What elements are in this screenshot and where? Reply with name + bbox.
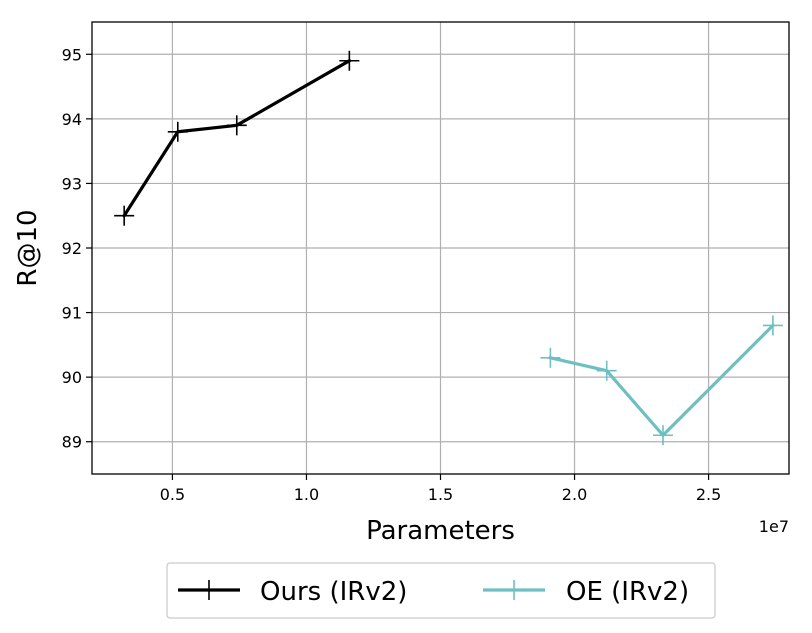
legend-entry: OE (IRv2) (483, 577, 689, 607)
series-line-0 (121, 58, 352, 218)
y-tick-label: 91 (62, 304, 82, 323)
x-axis-offset-label: 1e7 (759, 517, 789, 536)
legend: Ours (IRv2) OE (IRv2) (166, 562, 716, 619)
legend-label: Ours (IRv2) (260, 577, 407, 607)
axis-ticks: 0.5 1.0 1.5 2.0 2.5 89 90 91 92 93 94 95 (62, 45, 722, 504)
x-axis-label: Parameters (366, 516, 515, 546)
y-tick-label: 89 (62, 433, 82, 452)
series-lines (114, 50, 783, 446)
y-tick-label: 92 (62, 239, 82, 258)
y-tick-label: 93 (62, 174, 82, 193)
data-point (596, 360, 617, 381)
y-tick-label: 95 (62, 45, 82, 64)
data-point (114, 205, 135, 226)
y-axis-label: R@10 (13, 209, 43, 286)
x-tick-label: 1.5 (428, 485, 453, 504)
series-line-1 (548, 323, 776, 437)
legend-label: OE (IRv2) (566, 577, 689, 607)
data-point (653, 425, 674, 446)
x-tick-label: 2.0 (562, 485, 587, 504)
data-point (540, 347, 561, 368)
y-tick-label: 94 (62, 110, 82, 129)
data-point (167, 121, 188, 142)
x-tick-label: 0.5 (160, 485, 185, 504)
legend-box (166, 562, 716, 619)
grid-lines (92, 22, 789, 474)
data-point (339, 50, 360, 71)
y-tick-label: 90 (62, 368, 82, 387)
x-tick-label: 1.0 (294, 485, 319, 504)
data-point (762, 315, 783, 336)
x-tick-label: 2.5 (696, 485, 721, 504)
legend-entry: Ours (IRv2) (178, 577, 407, 607)
data-point (226, 115, 247, 136)
